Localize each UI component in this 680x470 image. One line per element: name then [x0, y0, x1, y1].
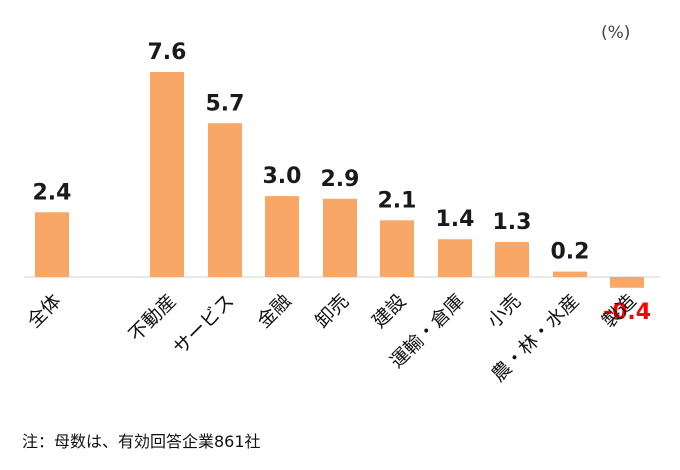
category-label-finance: 金融	[253, 290, 295, 332]
value-label-transport-warehouse: 1.4	[436, 207, 475, 232]
value-labels-group: 2.4 7.6 5.7 3.0 2.9 2.1 1.4 1.3 0.2 -0.4	[33, 40, 652, 325]
category-label-wholesale: 卸売	[311, 290, 353, 332]
value-label-manufacturing: -0.4	[603, 300, 651, 325]
category-label-manufacturing: 製造	[598, 290, 640, 332]
value-label-retail: 1.3	[493, 210, 532, 235]
bar-agri-forestry-fishery	[553, 271, 587, 277]
value-label-overall: 2.4	[33, 180, 72, 205]
bar-construction	[380, 220, 414, 277]
value-label-finance: 3.0	[263, 164, 302, 189]
category-label-construction: 建設	[368, 290, 410, 332]
value-label-real-estate: 7.6	[148, 40, 187, 65]
bar-wholesale	[323, 198, 357, 277]
bar-manufacturing	[610, 277, 644, 288]
value-label-construction: 2.1	[378, 188, 417, 213]
value-label-agri-forestry-fishery: 0.2	[551, 240, 590, 265]
unit-label: (%)	[601, 23, 630, 43]
bar-transport-warehouse	[438, 239, 472, 277]
category-label-services: サービス	[169, 290, 238, 359]
category-label-overall: 全体	[23, 290, 65, 332]
category-label-real-estate: 不動産	[125, 290, 181, 346]
bar-real-estate	[150, 72, 184, 277]
value-label-services: 5.7	[206, 91, 245, 116]
bars-group	[35, 72, 644, 288]
bar-retail	[495, 241, 529, 277]
value-label-wholesale: 2.9	[321, 167, 360, 192]
bar-overall	[35, 212, 69, 277]
category-label-retail: 小売	[483, 290, 525, 332]
bar-services	[208, 123, 242, 277]
footnote: 注：母数は、有効回答企業861社	[22, 432, 261, 451]
bar-finance	[265, 196, 299, 277]
